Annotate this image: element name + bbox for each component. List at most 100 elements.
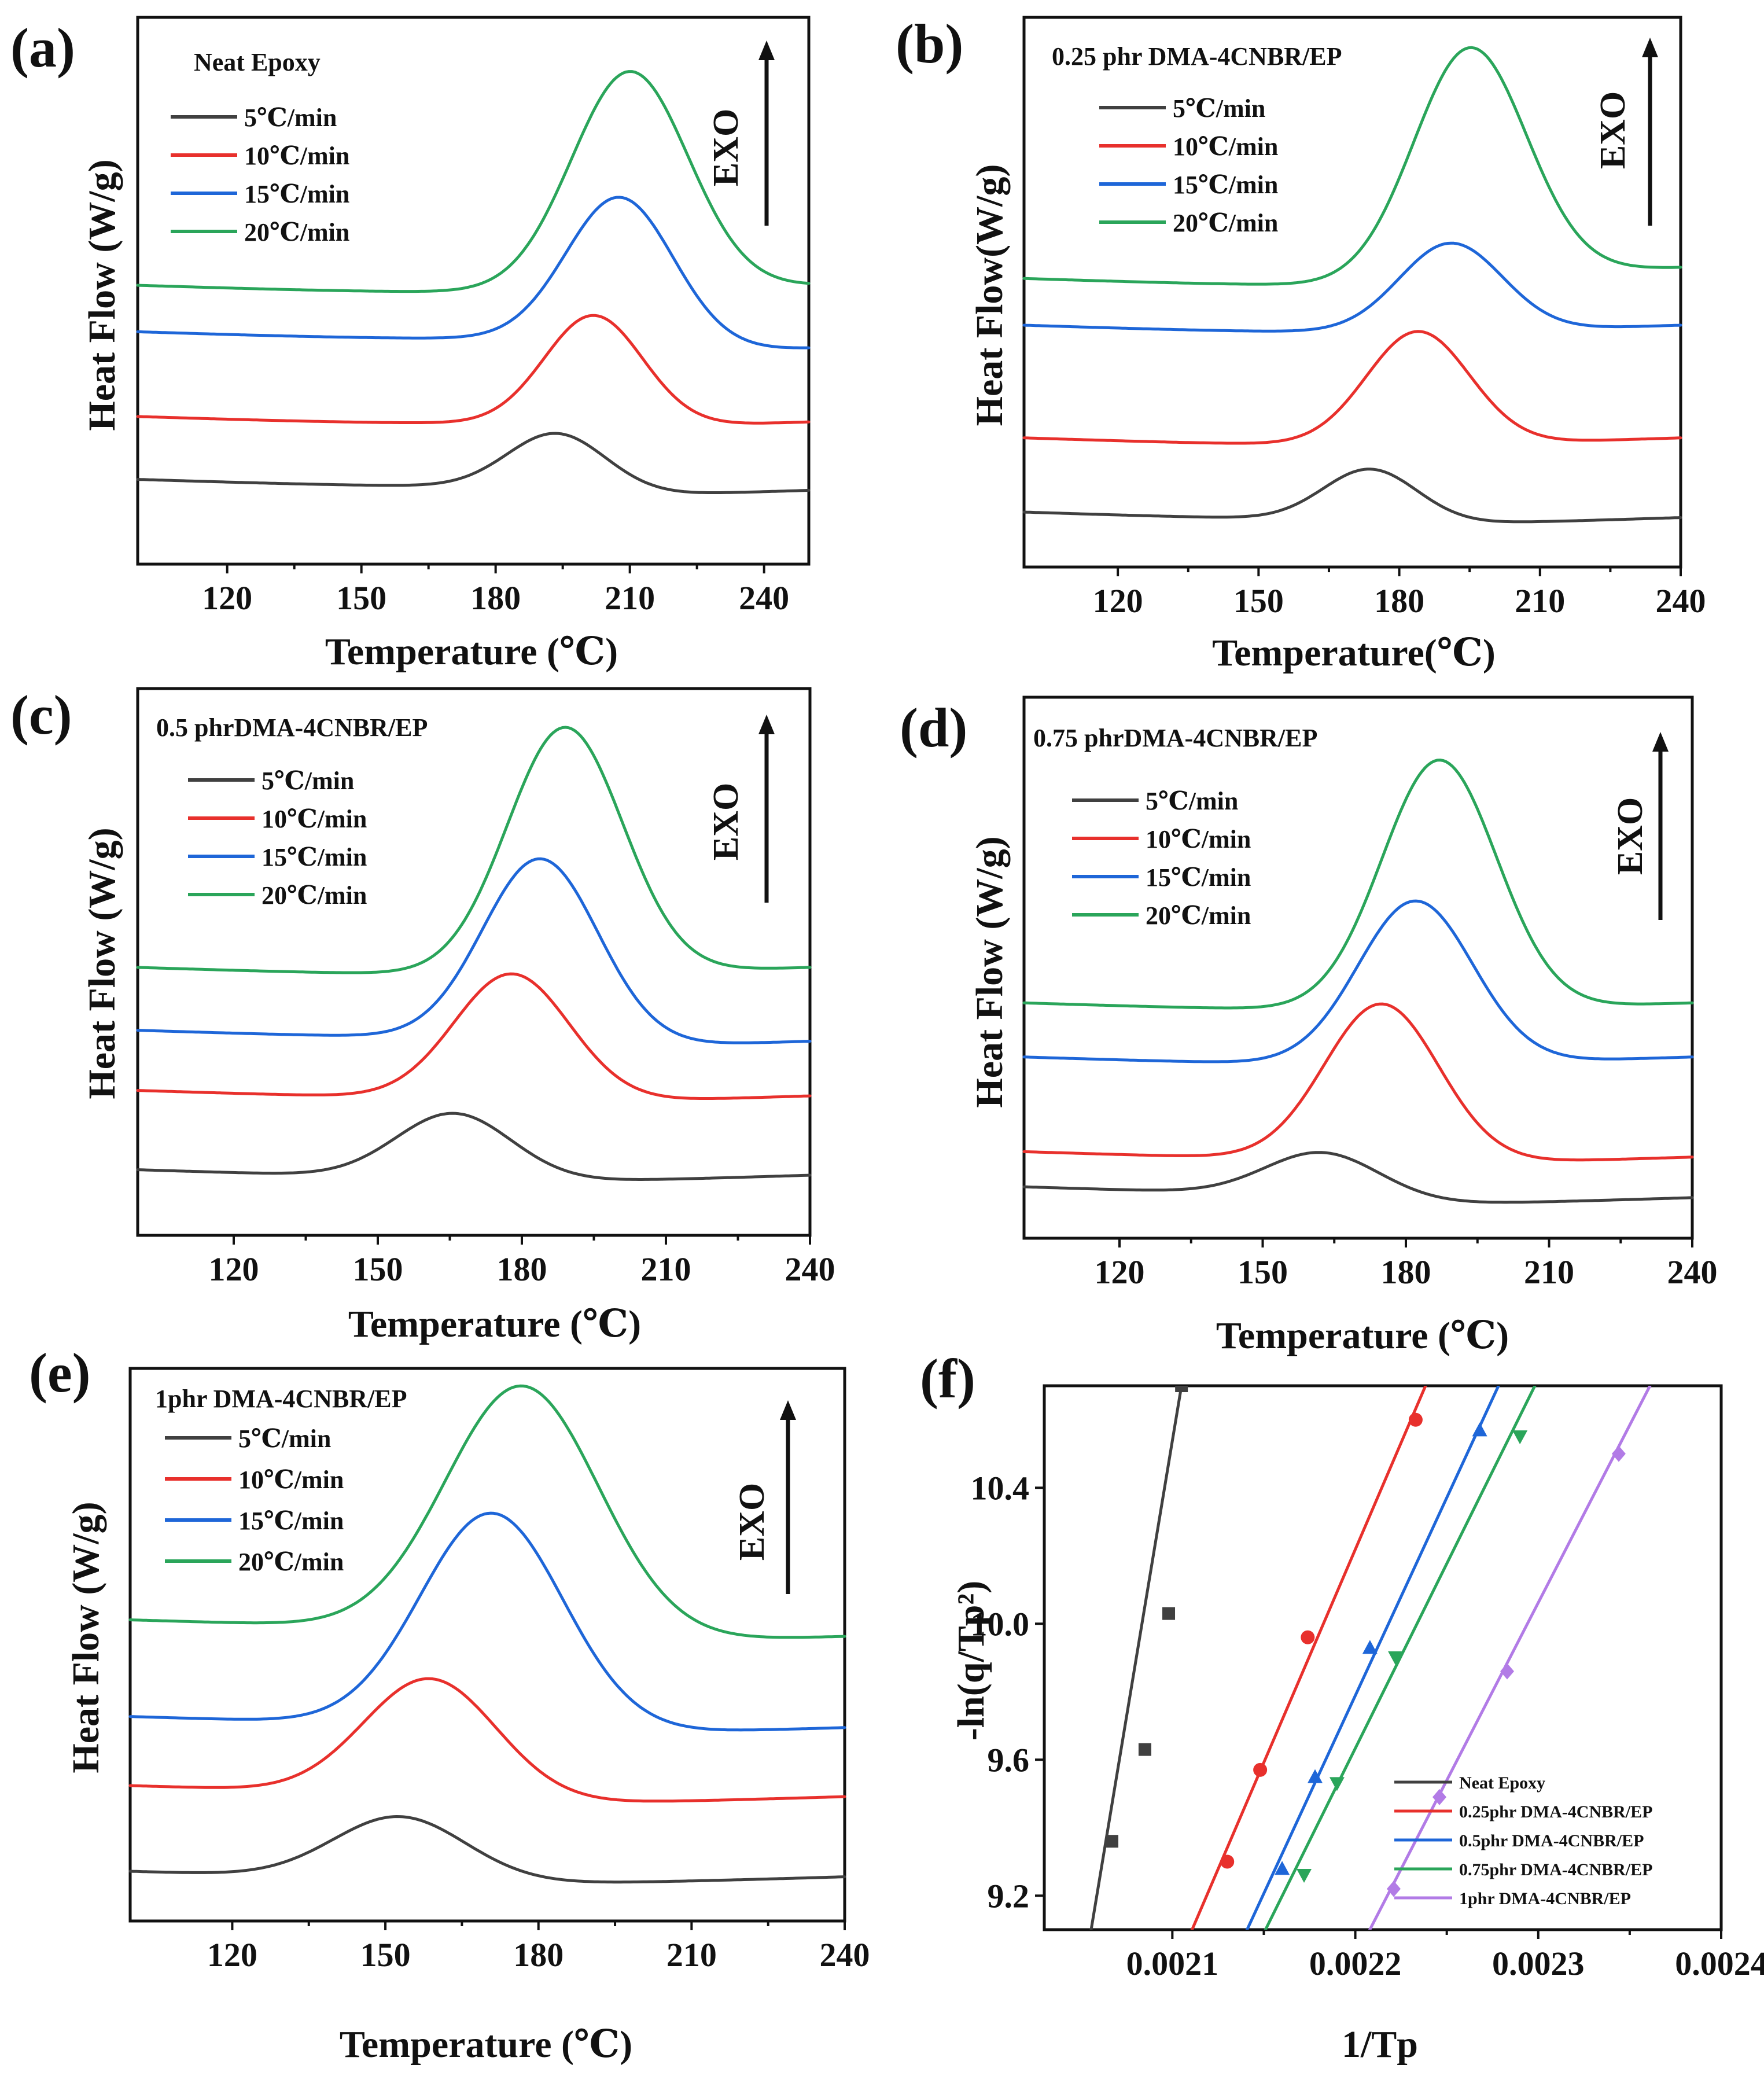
panel-title-e: 1phr DMA-4CNBR/EP	[155, 1385, 407, 1413]
series-line-b-3	[1022, 46, 1682, 286]
series-line-b-0	[1022, 468, 1682, 524]
legend-label-e-2: 15℃/min	[238, 1507, 344, 1535]
exo-label-e: EXO	[732, 1483, 772, 1561]
legend-label-d-1: 10℃/min	[1146, 825, 1251, 853]
panel-a-ticks: 120 150 180 210 240	[202, 564, 789, 617]
legend-label-c-1: 10℃/min	[262, 805, 367, 833]
panel-d-xtick-label: 210	[1524, 1253, 1574, 1291]
panel-a: 5℃/min 10℃/min 15℃/min 20℃/min	[136, 16, 811, 566]
plot-frame-d	[1022, 695, 1694, 1240]
panel-b-xtick-label: 150	[1233, 582, 1284, 620]
fit-line-2	[1245, 1386, 1500, 1930]
panel-f-xtick-label: 0.0022	[1309, 1945, 1402, 1982]
series-line-d-0	[1022, 1151, 1694, 1204]
panel-f-ticks: 0.0021 0.0022 0.0023 0.0024 9.2 9.6 10.0 10.4	[971, 1469, 1764, 1982]
series-line-e-1	[128, 1677, 846, 1803]
series-line-a-2	[136, 196, 811, 349]
data-point-1-2	[1301, 1630, 1315, 1644]
legend-label-a-1: 10℃/min	[244, 142, 349, 170]
legend-label-b-3: 20℃/min	[1173, 209, 1278, 237]
plots-layer: 5℃/min 10℃/min 15℃/min 20℃/min 120 150 180 210 2…	[128, 16, 1764, 1982]
legend-label-a-0: 5℃/min	[244, 104, 337, 132]
legend-label-f-2: 0.5phr DMA-4CNBR/EP	[1459, 1831, 1644, 1850]
panel-e-xtick-label: 180	[513, 1936, 564, 1974]
panel-e-ticks: 120 150 180 210 240	[207, 1921, 870, 1974]
legend-label-c-3: 20℃/min	[262, 881, 367, 910]
series-line-a-3	[136, 70, 811, 293]
plot-frame-c	[136, 687, 812, 1237]
exo-label-c: EXO	[706, 783, 746, 860]
panel-c-xtick-label: 150	[353, 1250, 403, 1288]
panel-e-xtick-label: 210	[666, 1936, 717, 1974]
series-line-c-3	[136, 726, 812, 974]
x-axis-label-f: 1/Tp	[1342, 2023, 1418, 2066]
legend-label-b-2: 15℃/min	[1173, 171, 1278, 199]
exo-arrowhead-b	[1642, 38, 1658, 57]
series-line-c-1	[136, 972, 812, 1100]
panel-a-xtick-label: 120	[202, 579, 252, 617]
panel-d-xtick-label: 120	[1095, 1253, 1145, 1291]
data-point-4-1	[1432, 1788, 1447, 1805]
panel-d-xtick-label: 180	[1381, 1253, 1431, 1291]
series-line-e-0	[128, 1815, 846, 1884]
legend-label-a-2: 15℃/min	[244, 180, 349, 208]
series-line-d-1	[1022, 1002, 1694, 1162]
data-point-0-1	[1138, 1743, 1151, 1756]
data-point-4-2	[1500, 1663, 1515, 1680]
panel-c: 5℃/min 10℃/min 15℃/min 20℃/min	[136, 687, 812, 1237]
x-axis-label-e: Temperature (℃)	[340, 2023, 632, 2066]
panel-e-xtick-label: 240	[820, 1936, 870, 1974]
y-axis-label-c: Heat Flow (W/g)	[81, 827, 123, 1099]
panel-d: 5℃/min 10℃/min 15℃/min 20℃/min	[1022, 695, 1694, 1240]
series-line-e-2	[128, 1511, 846, 1732]
legend-label-d-3: 20℃/min	[1146, 901, 1251, 930]
exo-label-d: EXO	[1611, 797, 1650, 875]
panel-label-c: (c)	[10, 684, 72, 746]
panel-label-b: (b)	[896, 13, 963, 75]
data-point-2-0	[1275, 1861, 1290, 1875]
series-line-a-0	[136, 432, 811, 494]
fit-line-0	[1089, 1386, 1183, 1930]
exo-arrowhead-c	[758, 715, 775, 734]
panel-label-a: (a)	[10, 17, 75, 79]
data-point-3-1	[1329, 1777, 1345, 1791]
panel-c-ticks: 120 150 180 210 240	[209, 1235, 835, 1288]
panel-title-a: Neat Epoxy	[194, 48, 321, 76]
panel-f-xtick-label: 0.0021	[1126, 1945, 1219, 1982]
y-axis-label-a: Heat Flow (W/g)	[81, 159, 123, 430]
data-point-0-3	[1175, 1386, 1188, 1392]
series-line-d-3	[1022, 759, 1694, 1010]
legend-label-e-3: 20℃/min	[238, 1548, 344, 1576]
panel-b-xtick-label: 180	[1374, 582, 1424, 620]
data-point-2-1	[1308, 1769, 1323, 1783]
y-axis-label-e: Heat Flow (W/g)	[65, 1501, 107, 1773]
data-point-3-0	[1297, 1869, 1312, 1883]
panel-d-xtick-label: 240	[1667, 1253, 1718, 1291]
data-point-0-2	[1162, 1607, 1176, 1620]
panel-f-ytick-label: 9.2	[988, 1877, 1030, 1915]
y-axis-label-d: Heat Flow (W/g)	[968, 836, 1011, 1107]
panel-d-xtick-label: 150	[1238, 1253, 1288, 1291]
panel-label-e: (e)	[29, 1342, 91, 1404]
panel-a-xtick-label: 150	[336, 579, 386, 617]
exo-arrowhead-e	[780, 1400, 796, 1420]
panel-d-ticks: 120 150 180 210 240	[1095, 1238, 1718, 1291]
y-axis-label-f: -ln(q/Tp²)	[950, 1581, 992, 1741]
legend-label-e-0: 5℃/min	[238, 1425, 331, 1453]
exo-arrowhead-a	[758, 41, 775, 60]
panel-label-f: (f)	[920, 1348, 975, 1409]
panel-f-xtick-label: 0.0024	[1675, 1945, 1764, 1982]
series-line-d-2	[1022, 899, 1694, 1063]
panel-c-xtick-label: 120	[209, 1250, 259, 1288]
legend-label-c-0: 5℃/min	[262, 767, 354, 795]
panel-f-xtick-label: 0.0023	[1492, 1945, 1585, 1982]
data-point-4-0	[1386, 1880, 1401, 1897]
series-line-c-2	[136, 857, 812, 1044]
exo-arrowhead-d	[1652, 732, 1669, 752]
fit-line-1	[1190, 1386, 1427, 1930]
legend-label-e-1: 10℃/min	[238, 1466, 344, 1494]
panel-f-data	[1089, 1386, 1652, 1930]
x-axis-label-a: Temperature (℃)	[325, 631, 618, 673]
legend-label-f-1: 0.25phr DMA-4CNBR/EP	[1459, 1802, 1652, 1821]
